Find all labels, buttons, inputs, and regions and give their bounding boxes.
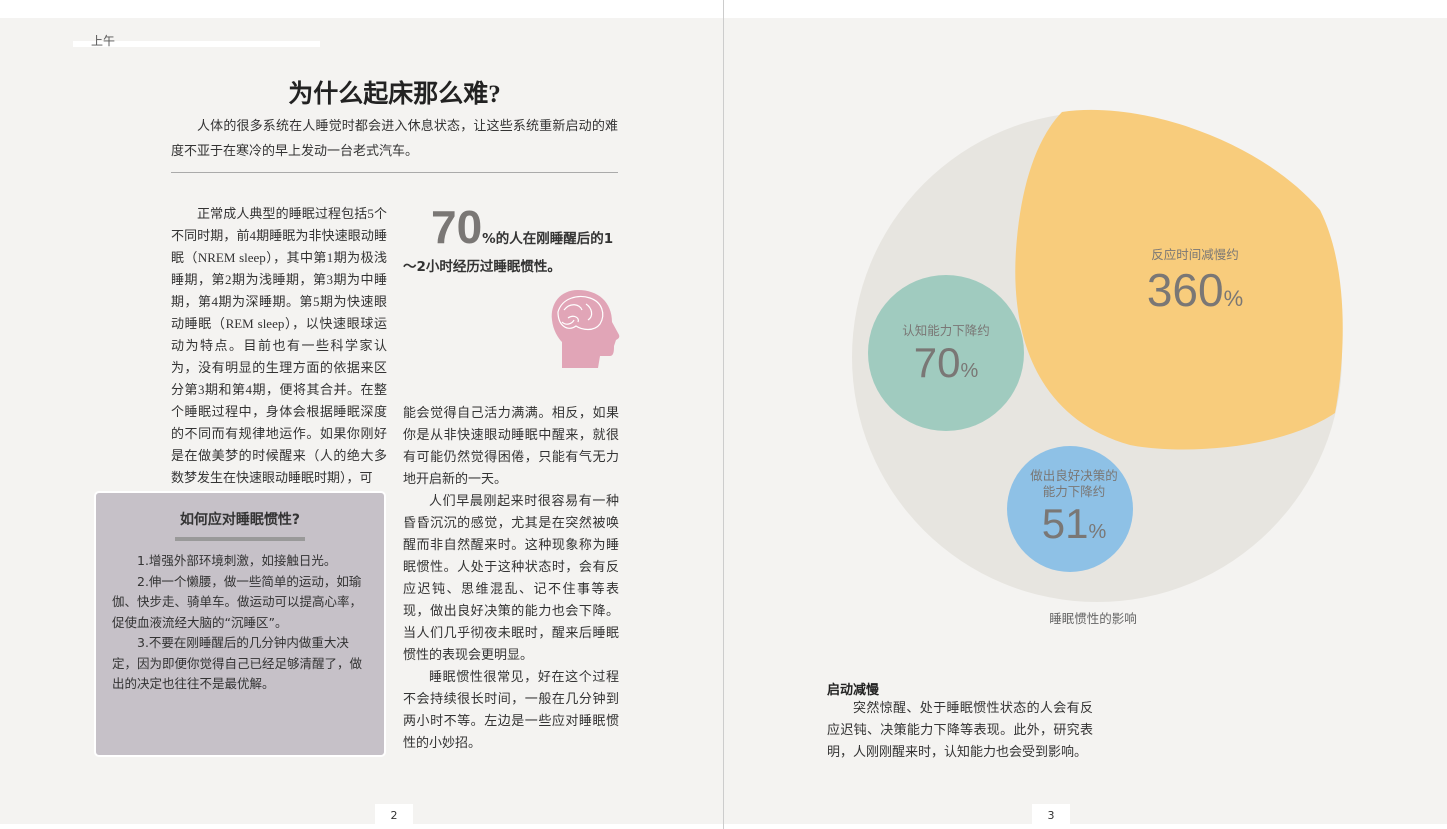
spine xyxy=(723,0,724,829)
orange-bubble xyxy=(1015,109,1343,450)
bubble-text: 反应时间减慢约 xyxy=(1151,247,1239,262)
bubble-diagram xyxy=(852,109,1343,602)
header-section: 上午 xyxy=(91,34,116,48)
bubble-unit: % xyxy=(960,360,979,382)
page-number: 2 xyxy=(375,804,413,824)
bubble-text: 做出良好决策的能力下降约 xyxy=(1030,468,1118,499)
stat-number: 70 xyxy=(431,201,483,253)
stat-text: 的人在刚睡醒后的1～2小时经历过睡眠惯性。 xyxy=(403,231,614,275)
bubble-label: 认知能力下降约 70% xyxy=(886,320,1006,387)
column-text: 正常成人典型的睡眠过程包括5个不同时期，前4期睡眠为非快速眼动睡眠（NREM s… xyxy=(171,206,387,485)
paragraph: 睡眠惯性很常见，好在这个过程不会持续很长时间，一般在几分钟到两小时不等。左边是一… xyxy=(403,669,619,750)
tip: 3.不要在刚睡醒后的几分钟内做重大决定，因为即便你觉得自己已经足够清醒了，做出的… xyxy=(112,635,363,691)
rule xyxy=(171,172,618,173)
green-bubble xyxy=(868,275,1024,431)
intro: 人体的很多系统在人睡觉时都会进入休息状态，让这些系统重新启动的难度不亚于在寒冷的… xyxy=(171,119,618,159)
blue-bubble xyxy=(1007,446,1133,572)
paragraph: 能会觉得自己活力满满。相反，如果你是从非快速眼动睡眠中醒来，就很有可能仍然觉得困… xyxy=(403,405,619,486)
tip: 1.增强外部环境刺激，如接触日光。 xyxy=(137,553,337,568)
bubble-number: 360 xyxy=(1146,264,1224,316)
bubble-label: 做出良好决策的能力下降约 51% xyxy=(1030,468,1118,548)
paragraph: 人们早晨刚起来时很容易有一种昏昏沉沉的感觉，尤其是在突然被唤醒而非自然醒来时。这… xyxy=(403,493,619,662)
caption: 睡眠惯性的影响 xyxy=(1049,611,1137,626)
bubble-number: 51 xyxy=(1041,500,1089,547)
title: 为什么起床那么难? xyxy=(288,81,501,108)
tips-box: 如何应对睡眠惯性? 1.增强外部环境刺激，如接触日光。 2.伸一个懒腰，做一些简… xyxy=(94,491,386,757)
page-number: 3 xyxy=(1032,804,1070,824)
bubble-unit: % xyxy=(1223,286,1244,311)
bubble-number: 70 xyxy=(913,339,961,386)
section-title: 启动减慢 xyxy=(827,683,880,698)
bubble-text: 认知能力下降约 xyxy=(902,323,990,338)
bubble-label: 反应时间减慢约 360% xyxy=(1120,244,1270,317)
tips-rule xyxy=(175,537,305,541)
stat: 70%的人在刚睡醒后的1～2小时经历过睡眠惯性。 xyxy=(403,202,621,281)
section-text: 突然惊醒、处于睡眠惯性状态的人会有反应迟钝、决策能力下降等表现。此外，研究表明，… xyxy=(827,701,1093,760)
tips-title: 如何应对睡眠惯性? xyxy=(179,512,301,528)
column2: 能会觉得自己活力满满。相反，如果你是从非快速眼动睡眠中醒来，就很有可能仍然觉得困… xyxy=(403,402,619,754)
bubble-unit: % xyxy=(1088,521,1107,543)
stat-unit: % xyxy=(482,231,496,247)
brain-icon xyxy=(551,290,620,368)
tip: 2.伸一个懒腰，做一些简单的运动，如瑜伽、快步走、骑单车。做运动可以提高心率，促… xyxy=(112,573,363,630)
header-bar xyxy=(73,41,320,47)
